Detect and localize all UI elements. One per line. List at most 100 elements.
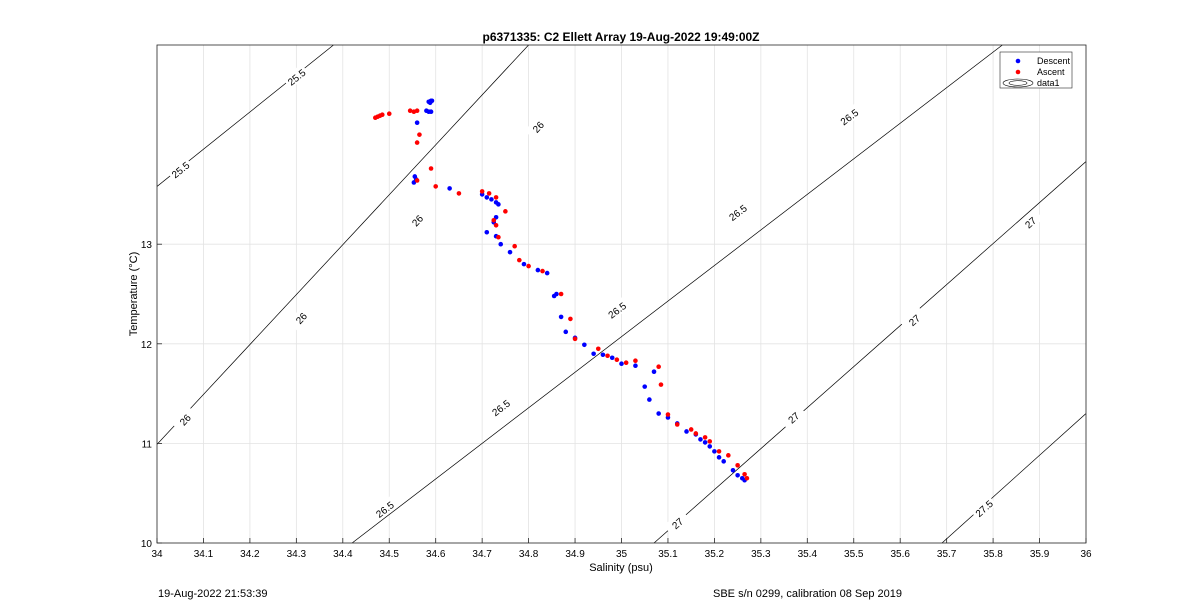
x-tick-label: 34.6 — [426, 549, 446, 560]
descent-point — [498, 241, 504, 247]
ascent-point — [614, 357, 620, 363]
descent-point — [544, 270, 550, 276]
legend-marker-ascent — [1015, 69, 1021, 75]
x-tick-label: 35.5 — [844, 549, 864, 560]
ascent-point — [414, 140, 420, 145]
descent-point — [554, 291, 559, 297]
descent-point — [702, 440, 708, 445]
ascent-point — [558, 291, 564, 297]
descent-point — [730, 467, 736, 473]
x-tick-label: 35.8 — [983, 549, 1003, 560]
x-tick-label: 34.1 — [194, 549, 214, 560]
ascent-point — [688, 427, 694, 432]
ascent-point — [572, 336, 578, 342]
descent-point — [447, 186, 452, 191]
ascent-point — [414, 108, 420, 114]
descent-point — [414, 120, 420, 125]
descent-point — [609, 355, 615, 361]
ascent-point — [540, 268, 545, 274]
footer-calibration-note: SBE s/n 0299, calibration 08 Sep 2019 — [713, 588, 902, 600]
descent-point — [535, 267, 541, 273]
ascent-point — [493, 195, 499, 200]
y-axis-label: Temperature (°C) — [128, 252, 140, 336]
footer-timestamp: 19-Aug-2022 21:53:39 — [158, 588, 268, 600]
descent-point — [484, 195, 490, 200]
y-tick-label: 13 — [141, 240, 153, 251]
ascent-point — [407, 108, 413, 114]
descent-point — [716, 455, 722, 460]
x-tick-label: 35.9 — [1030, 549, 1050, 560]
x-tick-label: 35.3 — [751, 549, 771, 560]
ascent-point — [633, 358, 638, 364]
ascent-point — [526, 263, 531, 269]
descent-point — [712, 449, 717, 454]
descent-point — [735, 472, 740, 478]
ascent-point — [707, 439, 713, 444]
legend-contour-swatch — [1002, 78, 1034, 88]
descent-point — [507, 249, 513, 255]
descent-point — [558, 314, 564, 320]
ascent-point — [428, 166, 434, 171]
contour-line-26.5 — [351, 45, 1003, 543]
ascent-point — [491, 217, 497, 223]
descent-point — [563, 329, 569, 335]
descent-point — [684, 429, 689, 434]
descent-point — [489, 197, 494, 202]
x-tick-label: 36 — [1080, 549, 1092, 560]
descent-point — [642, 384, 648, 389]
ascent-point — [665, 412, 671, 417]
data-points — [373, 98, 750, 483]
ascent-point — [486, 191, 492, 196]
grid-lines — [156, 45, 1087, 544]
x-axis-label: Salinity (psu) — [589, 562, 653, 574]
y-tick-label: 12 — [141, 340, 153, 351]
x-tick-label: 35.2 — [705, 549, 725, 560]
legend-label: data1 — [1037, 78, 1060, 88]
x-tick-label: 34.7 — [472, 549, 492, 560]
ascent-point — [512, 243, 517, 249]
ascent-point — [503, 209, 508, 214]
ascent-point — [693, 431, 699, 436]
ascent-point — [595, 346, 601, 352]
y-axis-ticks: 10 11 12 13 — [141, 240, 162, 550]
x-tick-label: 34.5 — [380, 549, 400, 560]
x-tick-label: 35.1 — [658, 549, 678, 560]
x-tick-label: 34.4 — [333, 549, 353, 560]
descent-point — [429, 98, 435, 104]
x-tick-label: 35.7 — [937, 549, 957, 560]
ascent-point — [496, 234, 501, 240]
ascent-point — [658, 382, 664, 387]
descent-point — [707, 444, 713, 449]
y-tick-label: 10 — [141, 539, 153, 550]
ascent-point — [493, 222, 499, 228]
descent-point — [656, 411, 661, 416]
ascent-point — [479, 189, 485, 194]
ascent-point — [726, 453, 731, 458]
ascent-point — [568, 316, 573, 322]
ascent-point — [433, 184, 439, 189]
descent-point — [633, 363, 638, 369]
legend-marker-descent — [1015, 58, 1021, 64]
x-tick-label: 34.2 — [240, 549, 260, 560]
ascent-point — [716, 449, 722, 454]
x-tick-label: 35.6 — [890, 549, 910, 560]
legend-contour-swatch — [1008, 80, 1028, 86]
contour-line-27 — [653, 161, 1086, 543]
x-axis-ticks: 34 34.1 34.2 34.3 34.4 34.5 34.6 34.7 34.8 34.9 35… — [151, 538, 1092, 560]
descent-point — [582, 342, 587, 348]
ascent-point — [735, 463, 740, 468]
descent-point — [647, 397, 652, 402]
ascent-point — [656, 364, 661, 370]
x-tick-label: 35.4 — [798, 549, 818, 560]
descent-point — [651, 369, 657, 374]
descent-point — [521, 261, 527, 267]
x-tick-label: 34.8 — [519, 549, 539, 560]
ascent-point — [414, 178, 420, 183]
x-tick-label: 34 — [151, 549, 163, 560]
contour-line-27.5 — [941, 413, 1086, 543]
ascent-point — [517, 257, 522, 263]
ascent-point — [417, 132, 422, 137]
ascent-point — [702, 435, 708, 440]
